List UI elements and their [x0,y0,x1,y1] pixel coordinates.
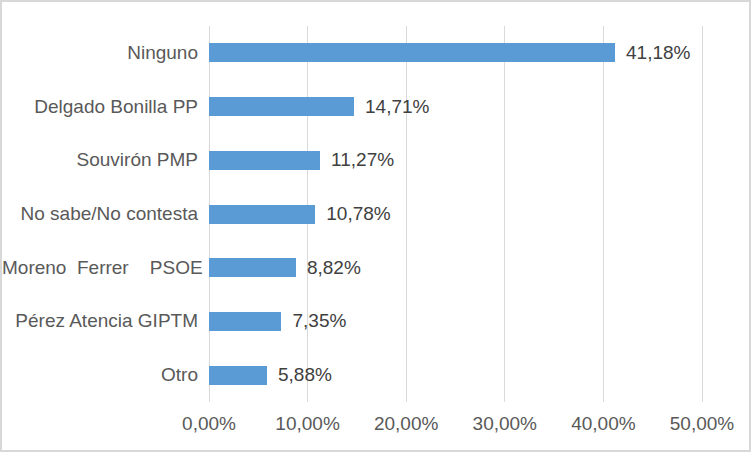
value-label: 8,82% [307,256,361,280]
gridline [702,26,703,402]
category-label: Souvirón PMP [2,148,198,172]
bar [209,205,315,224]
category-label: Pérez Atencia GIPTM [2,309,198,333]
bar-chart: Ninguno Delgado Bonilla PP Souvirón PMP No … [0,0,751,452]
value-label: 7,35% [292,309,346,333]
bar [209,258,296,277]
value-label: 5,88% [278,363,332,387]
category-label: Moreno Ferrer PSOE [2,256,198,280]
category-label: Otro [2,363,198,387]
gridline [406,26,407,402]
value-label: 10,78% [326,202,390,226]
bar [209,97,354,116]
value-label: 14,71% [365,95,429,119]
category-label: Ninguno [2,41,198,65]
bar [209,43,615,62]
category-label: Delgado Bonilla PP [2,95,198,119]
gridline [603,26,604,402]
value-label: 11,27% [331,148,394,172]
category-label: No sabe/No contesta [2,202,198,226]
bar [209,312,281,331]
x-axis-tick-label: 50,00% [642,412,751,436]
bar [209,151,320,170]
value-label: 41,18% [626,41,690,65]
gridline [504,26,505,402]
bar [209,366,267,385]
